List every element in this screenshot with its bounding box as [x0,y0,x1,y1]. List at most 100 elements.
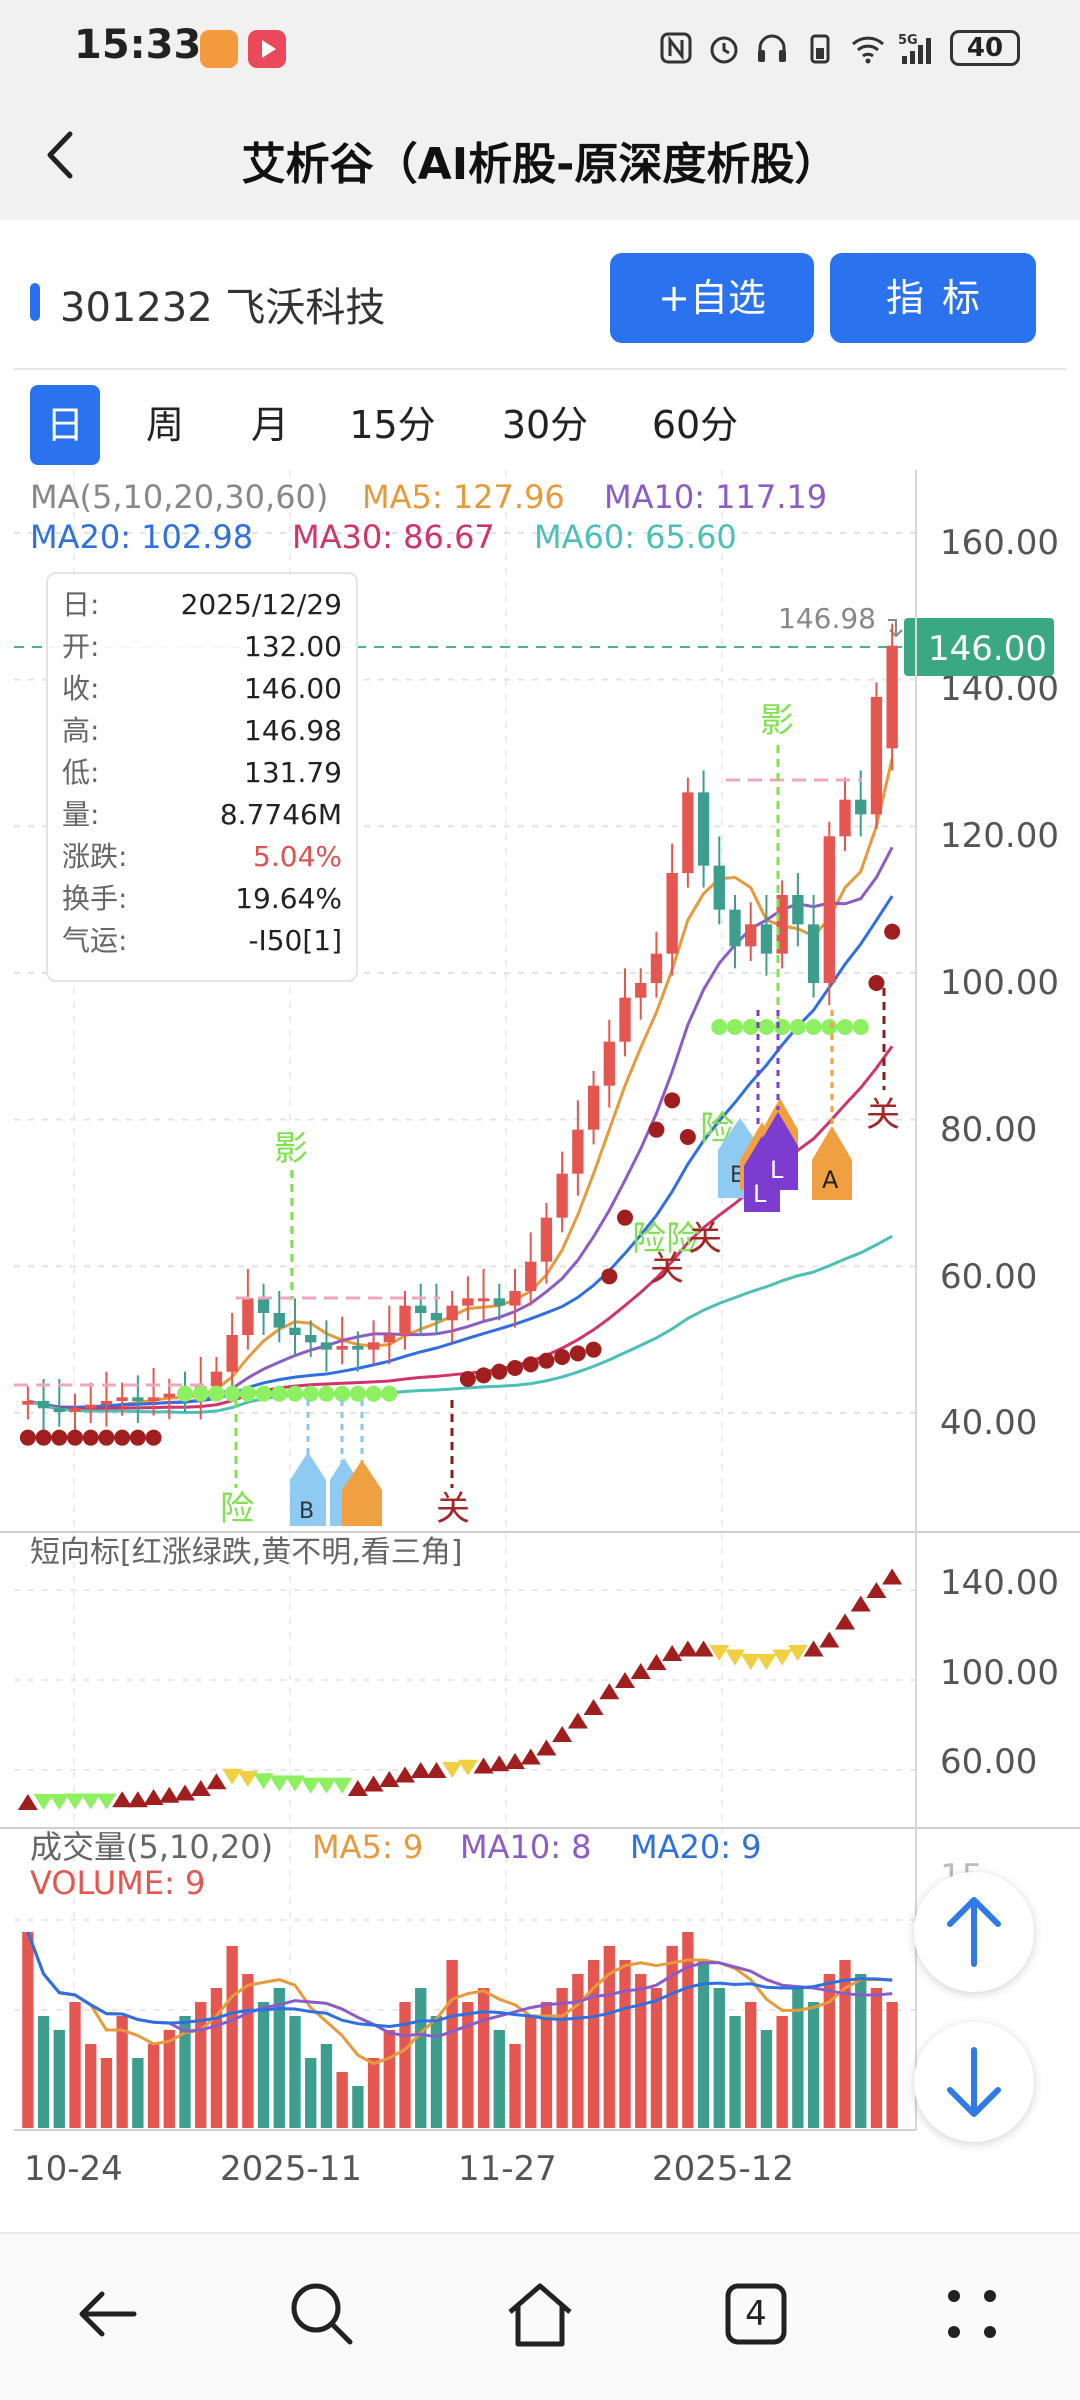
volume-bar [462,2002,474,2128]
signal-dot [585,1341,602,1358]
stock-chart[interactable]: MA(5,10,20,30,60) MA5: 127.96 MA10: 117.… [0,470,1080,2190]
tab-month[interactable]: 月 [250,403,289,447]
arrow-down-icon [947,2047,1001,2117]
signal-dot [255,1385,272,1402]
scroll-down-button[interactable] [914,2022,1034,2142]
short-triangle [316,1777,337,1794]
signal-dot [381,1385,398,1402]
volume-bar [855,1974,867,2128]
volume-bar [509,2044,521,2128]
volume-bar [116,2016,128,2128]
short-triangle [536,1739,557,1756]
short-triangle [300,1777,321,1794]
candle-down [697,792,710,866]
headphones-icon [758,34,786,62]
short-triangle [552,1726,573,1742]
candle-up [446,1305,458,1321]
short-triangle [347,1780,368,1796]
volume-ma20-line [26,1931,893,2029]
ma30-line [27,1045,894,1411]
signal-dot [664,1092,681,1109]
volume-bar [415,1988,427,2128]
nfc-icon [660,32,692,64]
ma60-line [27,1234,893,1414]
short-triangle [819,1631,840,1648]
tab-day[interactable]: 日 [30,385,100,465]
ma5-line [27,758,894,1409]
tabs-button[interactable]: 4 [716,2274,796,2354]
tab-60min[interactable]: 60分 [651,403,739,447]
candle-down [132,1397,144,1401]
signal-dot [648,1121,665,1138]
back-arrow-icon[interactable] [68,2274,148,2354]
candle-down [37,1401,50,1409]
short-triangle [520,1748,541,1765]
scroll-up-button[interactable] [914,1872,1034,1992]
signal-dot [742,1019,759,1035]
price-axis-label: 120.00 [940,816,1059,856]
x-axis-label: 2025-11 [220,2149,362,2189]
add-watchlist-button[interactable]: +自选 [610,253,814,343]
stock-marker [30,283,40,321]
candle-down [415,1305,427,1313]
info-row-fortune: 气运: -I50[1] [62,924,342,957]
volume-bar [776,2016,788,2128]
volume-ma10-line [26,1931,893,2039]
volume-bar [870,1988,883,2128]
short-triangle [285,1775,305,1792]
volume-bar [572,1974,584,2128]
signal-dot [349,1385,366,1402]
candle-up [383,1335,395,1343]
signal-dot [177,1385,193,1402]
short-triangle [33,1794,54,1810]
candle-up [242,1298,254,1335]
short-triangle [253,1773,274,1790]
candle-up [226,1335,238,1372]
short-triangle [882,1568,903,1585]
indicator-button[interactable]: 指标 [830,253,1036,343]
signal-guan: 关 [436,1489,470,1529]
page-title: 艾析谷（AI析股-原深度析股） [241,139,839,190]
short-triangle [80,1793,101,1810]
candle-down [760,924,773,954]
signal-dot [758,1019,775,1035]
candle-down [855,799,867,815]
volume-bar [22,1932,34,2128]
volume-bar [85,2044,97,2128]
candle-down [289,1327,301,1335]
ma60-legend: MA60: 65.60 [534,518,737,556]
volume-bar [305,2058,317,2128]
signal-dot [302,1385,319,1402]
more-menu-icon[interactable] [932,2274,1012,2354]
search-icon[interactable] [282,2274,362,2354]
signal-ying: 影 [274,1129,308,1169]
badge-a [812,1126,852,1200]
volume-bar [792,1988,804,2128]
signal-dot [98,1429,115,1446]
ma5-legend: MA5: 127.96 [362,478,565,516]
short-triangle [677,1640,698,1657]
signal-dot [318,1385,335,1402]
short-triangle [190,1780,211,1796]
short-triangle [363,1775,384,1792]
period-tabs: 日 周 月 15分 30分 60分 [30,385,775,465]
signal-dot [67,1429,83,1446]
volume-bars [22,1932,898,2128]
candle-up [886,645,898,749]
info-row-date: 日: 2025/12/29 [62,588,342,621]
back-icon[interactable] [28,120,98,190]
candle-up [163,1393,175,1398]
volume-value: VOLUME: 9 [30,1864,205,1902]
short-triangle [740,1654,761,1670]
tab-30min[interactable]: 30分 [501,403,589,447]
home-icon[interactable] [500,2274,580,2354]
candle-info-box: 日: 2025/12/29 开: 132.00 收: 146.00 高: 146.98 … [46,572,358,982]
tab-week[interactable]: 周 [145,403,184,447]
candle-up [556,1173,568,1218]
status-time: 15:33 [74,22,202,68]
short-triangle [583,1699,604,1715]
volume-bar [179,2016,191,2128]
volume-bar [430,2016,443,2128]
tab-15min[interactable]: 15分 [349,403,436,447]
candle-up [666,873,678,954]
